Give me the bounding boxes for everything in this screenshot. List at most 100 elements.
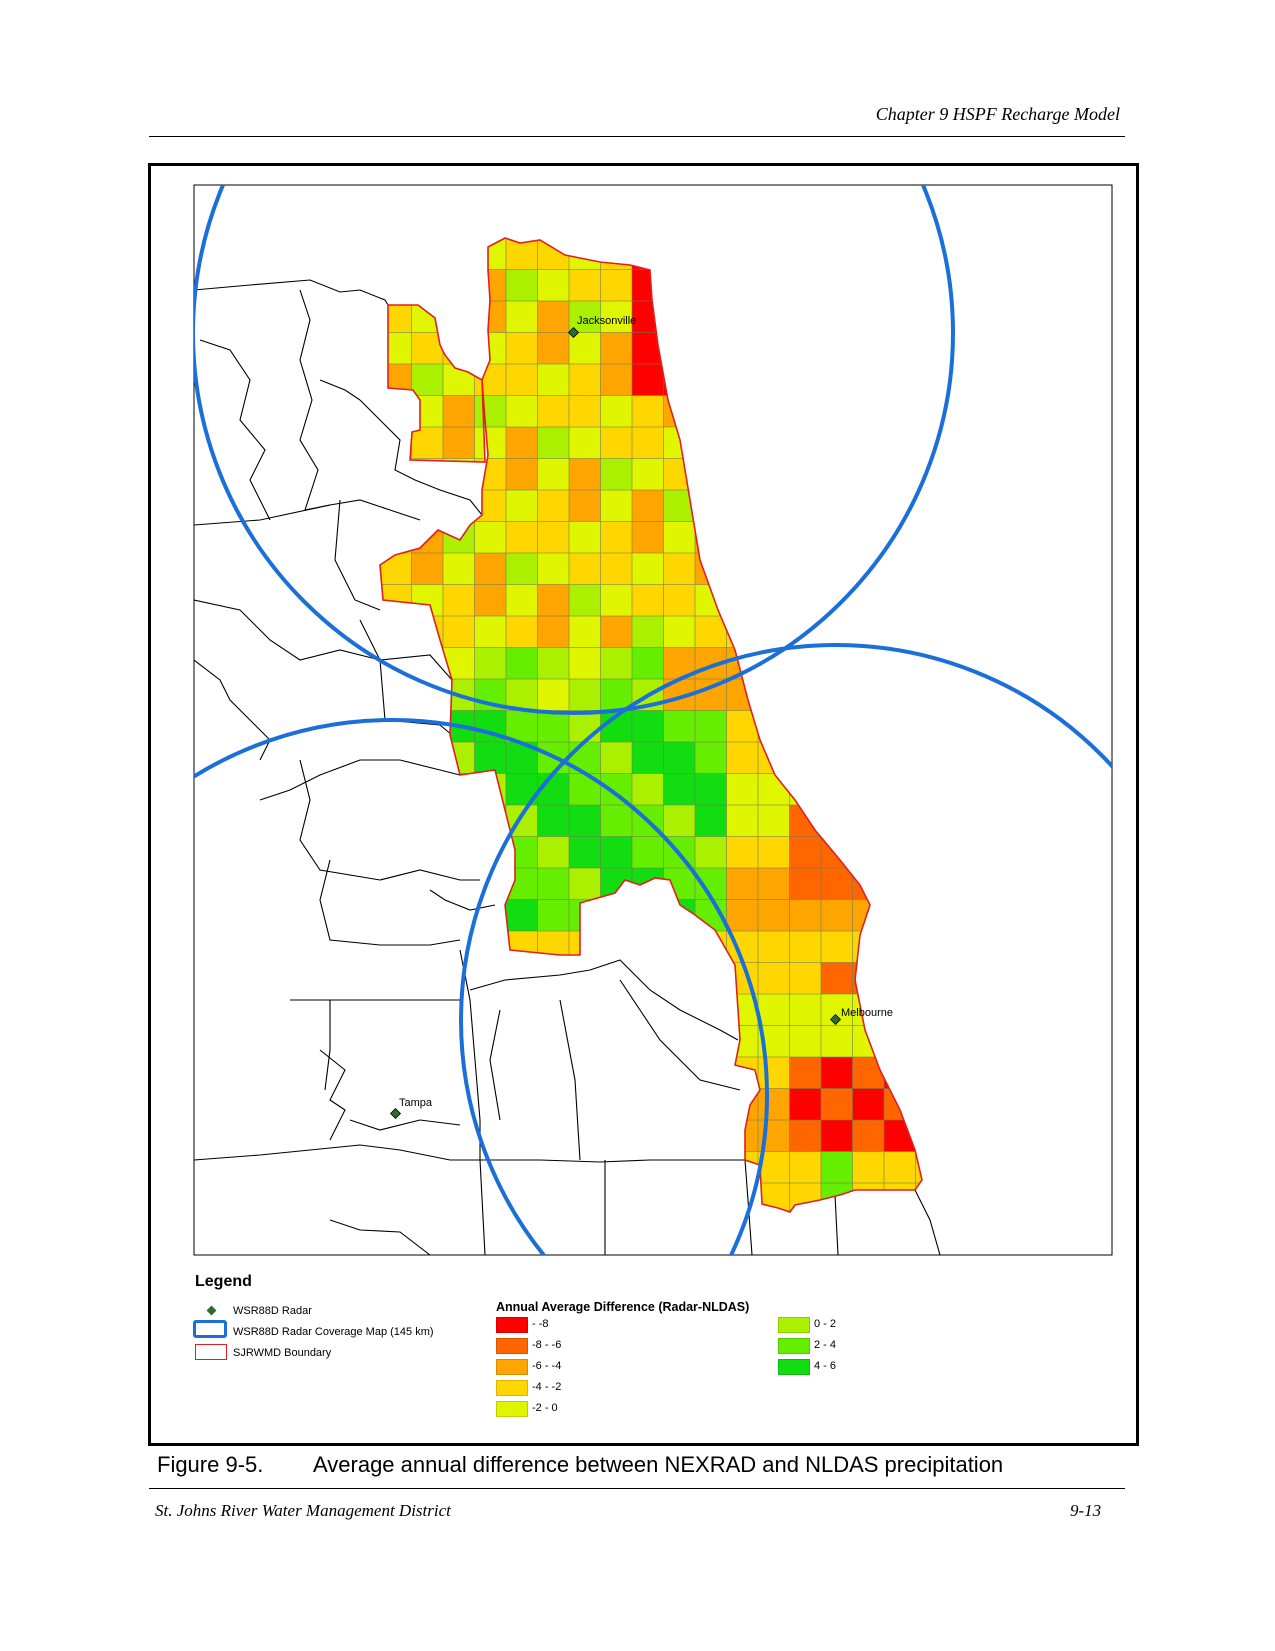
grid-cell — [821, 899, 853, 932]
legend-boundary-label: SJRWMD Boundary — [233, 1347, 332, 1359]
grid-cell — [600, 301, 633, 333]
figure-number: Figure 9-5. — [157, 1452, 264, 1477]
grid-cell — [569, 836, 601, 869]
grid-cell — [474, 742, 507, 774]
grid-cell — [474, 616, 507, 648]
grid-cell — [632, 364, 664, 396]
grid-cell — [758, 868, 790, 900]
grid-cell — [758, 994, 790, 1026]
grid-cell — [506, 395, 538, 428]
grid-cell — [758, 836, 790, 869]
city-label-melbourne: Melbourne — [841, 1007, 893, 1019]
legend-swatch — [496, 1317, 528, 1333]
grid-cell — [569, 301, 601, 333]
grid-cell — [443, 616, 475, 648]
grid-cell — [569, 584, 601, 617]
grid-cell — [537, 899, 570, 932]
grid-cell — [821, 1151, 853, 1184]
grid-cell — [789, 836, 822, 869]
grid-cell — [569, 710, 601, 743]
figure-caption: Average annual difference between NEXRAD… — [313, 1452, 1004, 1477]
grid-cell — [600, 742, 633, 774]
radar-site-jacksonville — [567, 326, 580, 339]
city-label-jacksonville: Jacksonville — [577, 315, 636, 327]
grid-cell — [600, 805, 633, 837]
grid-cell — [632, 458, 664, 491]
legend-swatch — [496, 1401, 528, 1417]
grid-cell — [852, 1120, 885, 1152]
grid-cell — [663, 805, 696, 837]
grid-cell — [695, 742, 727, 774]
grid-cell — [726, 836, 759, 869]
grid-cell — [789, 1057, 822, 1089]
grid-cell — [506, 458, 538, 491]
grid-cell — [600, 521, 633, 554]
grid-cell — [506, 269, 538, 302]
grid-cell — [569, 364, 601, 396]
grid-cell — [632, 553, 664, 585]
grid-cell — [506, 616, 538, 648]
grid-cell — [600, 836, 633, 869]
grid-cell — [569, 427, 601, 459]
grid-cell — [537, 710, 570, 743]
grid-cell — [600, 616, 633, 648]
grid-cell — [474, 584, 507, 617]
grid-cell — [537, 269, 570, 302]
grid-cell — [443, 553, 475, 585]
grid-cell — [537, 427, 570, 459]
grid-cell — [726, 868, 759, 900]
grid-cell — [663, 616, 696, 648]
grid-cell — [474, 521, 507, 554]
legend-swatch — [778, 1338, 810, 1354]
coverage-circle-jacksonville — [194, 185, 955, 715]
grid-cell — [789, 899, 822, 932]
grid-cell — [632, 521, 664, 554]
legend-swatch — [778, 1359, 810, 1375]
grid-cell — [663, 584, 696, 617]
grid-cell — [569, 395, 601, 428]
radar-coverage-circles — [194, 185, 1112, 1255]
sjrwmd-boundary — [379, 237, 923, 1213]
grid-cell — [506, 301, 538, 333]
grid-cell — [726, 899, 759, 932]
grid-cell — [632, 584, 664, 617]
grid-cell — [821, 1057, 853, 1089]
grid-cell — [821, 868, 853, 900]
boundary-box-icon — [195, 1344, 227, 1360]
grid-cell — [695, 616, 727, 648]
legend-class-label: - -8 — [532, 1318, 549, 1330]
grid-cell — [726, 805, 759, 837]
grid-cell — [821, 1088, 853, 1121]
grid-cell — [569, 490, 601, 522]
grid-cell — [821, 931, 853, 963]
grid-cell — [474, 553, 507, 585]
grid-cell — [695, 805, 727, 837]
grid-cell — [600, 584, 633, 617]
grid-cell — [569, 521, 601, 554]
grid-cell — [506, 899, 538, 932]
grid-cell — [506, 584, 538, 617]
grid-cell — [789, 962, 822, 995]
coverage-circle-tampa — [194, 718, 769, 1255]
grid-cell — [537, 364, 570, 396]
grid-cell — [506, 332, 538, 365]
grid-cell — [537, 616, 570, 648]
radar-site-tampa — [389, 1107, 402, 1120]
grid-cell — [537, 301, 570, 333]
grid-cell — [695, 710, 727, 743]
grid-cell — [569, 458, 601, 491]
grid-cell — [758, 962, 790, 995]
grid-cell — [569, 868, 601, 900]
grid-cell — [789, 931, 822, 963]
legend-class-label: 0 - 2 — [814, 1318, 837, 1330]
grid-cell — [411, 553, 444, 585]
grid-cell — [789, 1120, 822, 1152]
grid-cell — [506, 647, 538, 680]
coverage-circle-icon — [193, 1320, 227, 1338]
grid-cell — [600, 679, 633, 711]
coverage-circle-melbourne — [459, 643, 1112, 1255]
legend-swatch — [496, 1338, 528, 1354]
county-boundaries — [194, 279, 941, 1255]
grid-cell — [758, 931, 790, 963]
grid-cell — [443, 427, 475, 459]
